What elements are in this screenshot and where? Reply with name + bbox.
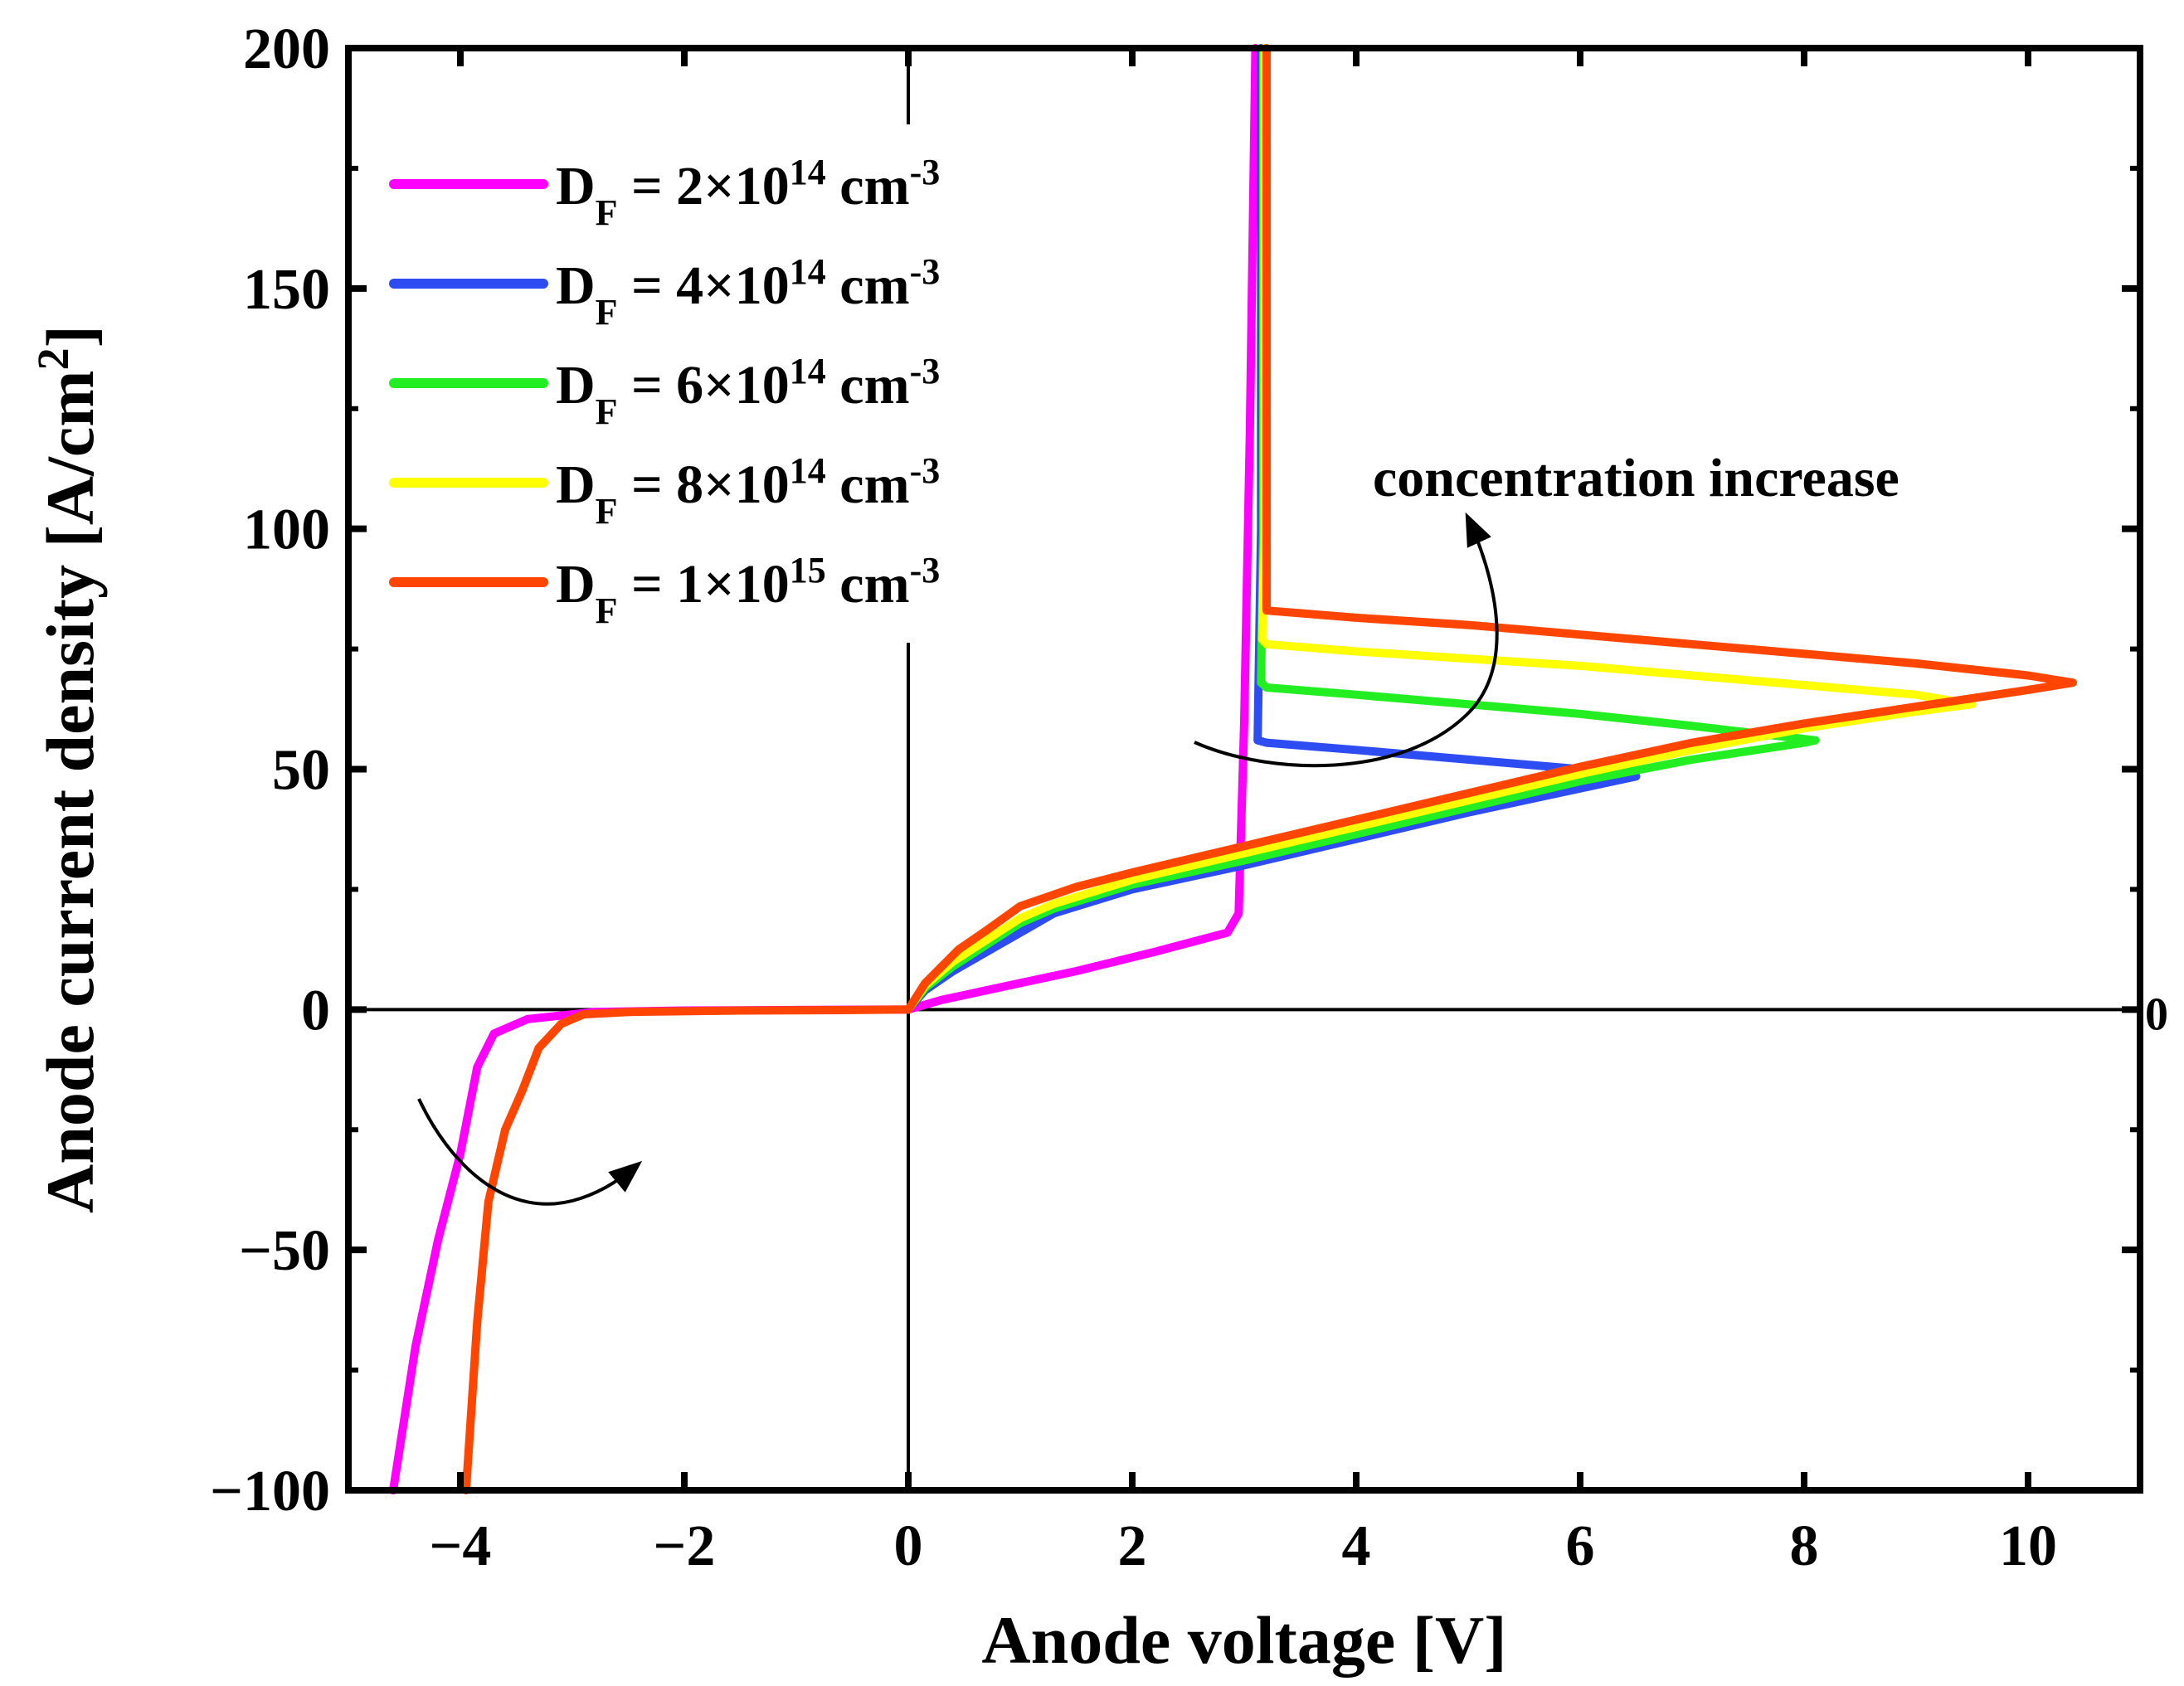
series-line-2: [904, 44, 1641, 1014]
y-axis-label-main: Anode current density [A/cm: [32, 370, 108, 1213]
series-line-4: [904, 44, 1977, 1014]
annotation-concentration-increase: concentration increase: [1373, 448, 1899, 508]
x-tick-label: 2: [1118, 1514, 1147, 1578]
y-tick-label: 200: [243, 17, 330, 81]
legend-label-1: DF = 2×1014 cm-3: [556, 152, 940, 233]
right-axis-zero-label: 0: [2145, 989, 2168, 1040]
legend-label-2: DF = 4×1014 cm-3: [556, 251, 940, 333]
y-axis-label-close: ]: [32, 325, 108, 347]
series-line-5: [461, 44, 2077, 1494]
x-tick-label: 10: [1999, 1514, 2057, 1578]
y-tick-label: 0: [301, 979, 330, 1042]
legend-label-5: DF = 1×1015 cm-3: [556, 550, 940, 631]
x-tick-label: 8: [1790, 1514, 1819, 1578]
y-tick-label: 100: [243, 498, 330, 562]
x-tick-label: −2: [654, 1514, 716, 1578]
x-axis-ticks: −4 −2 0 2 4 6 8 10: [430, 48, 2057, 1578]
x-tick-label: 4: [1342, 1514, 1371, 1578]
legend-label-4: DF = 8×1014 cm-3: [556, 450, 940, 532]
annotation-arrow-reverse: [417, 1098, 643, 1206]
legend: DF = 2×1014 cm-3 DF = 4×1014 cm-3 DF = 6×1…: [389, 152, 940, 631]
x-tick-label: −4: [430, 1514, 492, 1578]
y-tick-label: 150: [243, 258, 330, 322]
y-axis-label: Anode current density [A/cm2]: [28, 325, 108, 1213]
y-tick-label: −100: [210, 1460, 330, 1523]
y-tick-label: 50: [272, 739, 330, 803]
series-line-3: [904, 44, 1820, 1014]
y-axis-ticks: −100 −50 0 50 100 150 200: [210, 17, 2140, 1523]
data-series: [389, 44, 2077, 1494]
legend-label-3: DF = 6×1014 cm-3: [556, 351, 940, 432]
x-tick-label: 0: [894, 1514, 923, 1578]
y-axis-label-exponent: 2: [28, 347, 78, 370]
annotation-arrow-forward: [1194, 512, 1499, 768]
x-axis-label: Anode voltage [V]: [981, 1602, 1506, 1678]
y-tick-label: −50: [239, 1219, 330, 1283]
x-tick-label: 6: [1566, 1514, 1595, 1578]
